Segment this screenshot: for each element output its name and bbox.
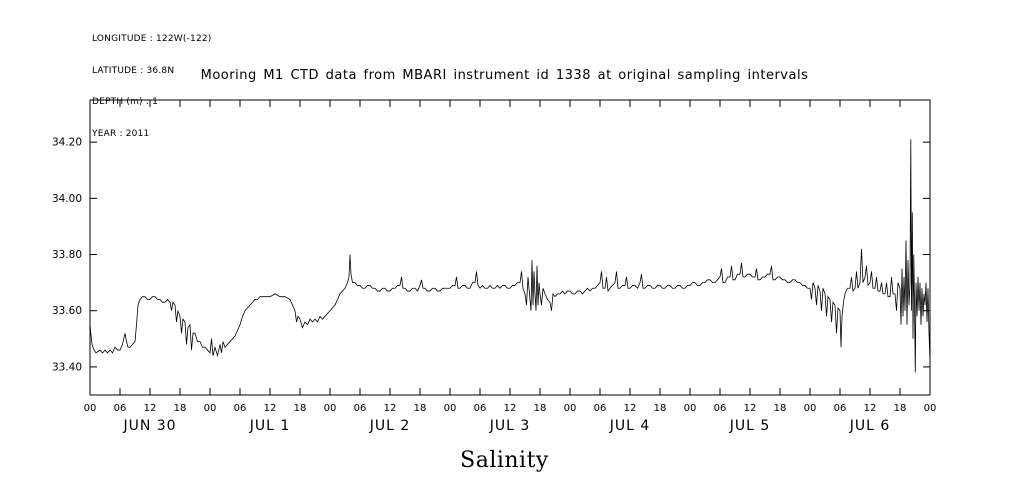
x-tick-label: 12: [384, 403, 397, 414]
x-tick-label: 18: [294, 403, 307, 414]
y-tick-label: 34.20: [52, 137, 82, 149]
day-label: JUL 5: [729, 418, 771, 434]
y-tick-label: 33.60: [52, 305, 82, 317]
y-tick-label: 33.40: [52, 361, 82, 373]
x-tick-label: 00: [84, 403, 97, 414]
x-tick-label: 18: [174, 403, 187, 414]
x-tick-label: 06: [114, 403, 127, 414]
x-tick-label: 18: [534, 403, 547, 414]
metadata-longitude: LONGITUDE : 122W(-122): [92, 34, 212, 44]
metadata-depth: DEPTH (m) : 1: [92, 97, 159, 107]
x-tick-label: 12: [264, 403, 277, 414]
x-tick-label: 12: [144, 403, 157, 414]
x-tick-label: 00: [804, 403, 817, 414]
x-tick-label: 06: [714, 403, 727, 414]
metadata-block: LONGITUDE : 122W(-122) LATITUDE : 36.8N …: [92, 13, 212, 160]
day-label: JUL 4: [609, 418, 651, 434]
x-tick-label: 00: [324, 403, 337, 414]
x-tick-label: 18: [414, 403, 427, 414]
day-label: JUL 2: [369, 418, 411, 434]
y-tick-label: 33.80: [52, 249, 82, 261]
plot-area: 33.40 33.60 33.80 34.00 34.20 00 06 12 18 00 06 12 1…: [52, 99, 937, 434]
day-label: JUL 1: [249, 418, 291, 434]
day-label: JUN 30: [122, 418, 176, 434]
x-tick-label: 00: [204, 403, 217, 414]
x-tick-label: 12: [744, 403, 757, 414]
x-tick-label: 12: [624, 403, 637, 414]
x-tick-label: 18: [654, 403, 667, 414]
x-tick-label: 06: [234, 403, 247, 414]
x-tick-label: 00: [924, 403, 937, 414]
x-tick-label: 06: [594, 403, 607, 414]
x-tick-label: 06: [354, 403, 367, 414]
metadata-latitude: LATITUDE : 36.8N: [92, 65, 175, 76]
day-label: JUL 6: [849, 418, 891, 434]
chart-title: Mooring M1 CTD data from MBARI instrumen…: [200, 68, 809, 83]
x-tick-label: 12: [504, 403, 517, 414]
x-tick-label: 06: [834, 403, 847, 414]
day-label: JUL 3: [489, 418, 531, 434]
x-tick-label: 00: [444, 403, 457, 414]
x-tick-label: 18: [894, 403, 907, 414]
x-tick-label: 06: [474, 403, 487, 414]
metadata-year: YEAR : 2011: [92, 128, 150, 139]
x-axis-title: Salinity: [460, 448, 549, 473]
x-tick-label: 00: [564, 403, 577, 414]
x-tick-label: 18: [774, 403, 787, 414]
x-tick-label: 00: [684, 403, 697, 414]
salinity-series-line: [89, 139, 931, 373]
y-tick-label: 34.00: [52, 193, 82, 205]
x-tick-label: 12: [864, 403, 877, 414]
